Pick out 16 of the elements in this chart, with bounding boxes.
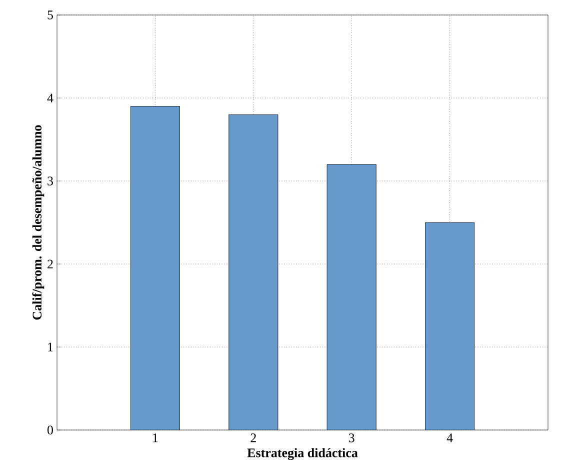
y-tick-label: 1 (48, 342, 53, 352)
x-tick-label: 2 (250, 434, 256, 442)
bar (228, 114, 278, 430)
x-tick-label: 3 (348, 434, 354, 442)
bar (425, 222, 475, 430)
y-tick-label: 5 (48, 10, 53, 20)
x-tick-label: 1 (153, 434, 158, 442)
x-axis-title: Estrategia didáctica (247, 448, 358, 460)
y-axis-title: Calif/prom. del desempeño/alumno (32, 125, 44, 320)
bar (130, 106, 180, 430)
x-tick-label: 4 (446, 434, 453, 442)
bar (326, 164, 376, 430)
y-tick-label: 3 (48, 176, 53, 186)
y-tick-label: 2 (48, 260, 53, 268)
y-tick-label: 0 (47, 426, 53, 434)
y-tick-label: 4 (47, 94, 54, 102)
